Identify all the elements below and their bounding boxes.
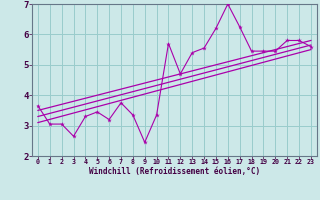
X-axis label: Windchill (Refroidissement éolien,°C): Windchill (Refroidissement éolien,°C)	[89, 167, 260, 176]
